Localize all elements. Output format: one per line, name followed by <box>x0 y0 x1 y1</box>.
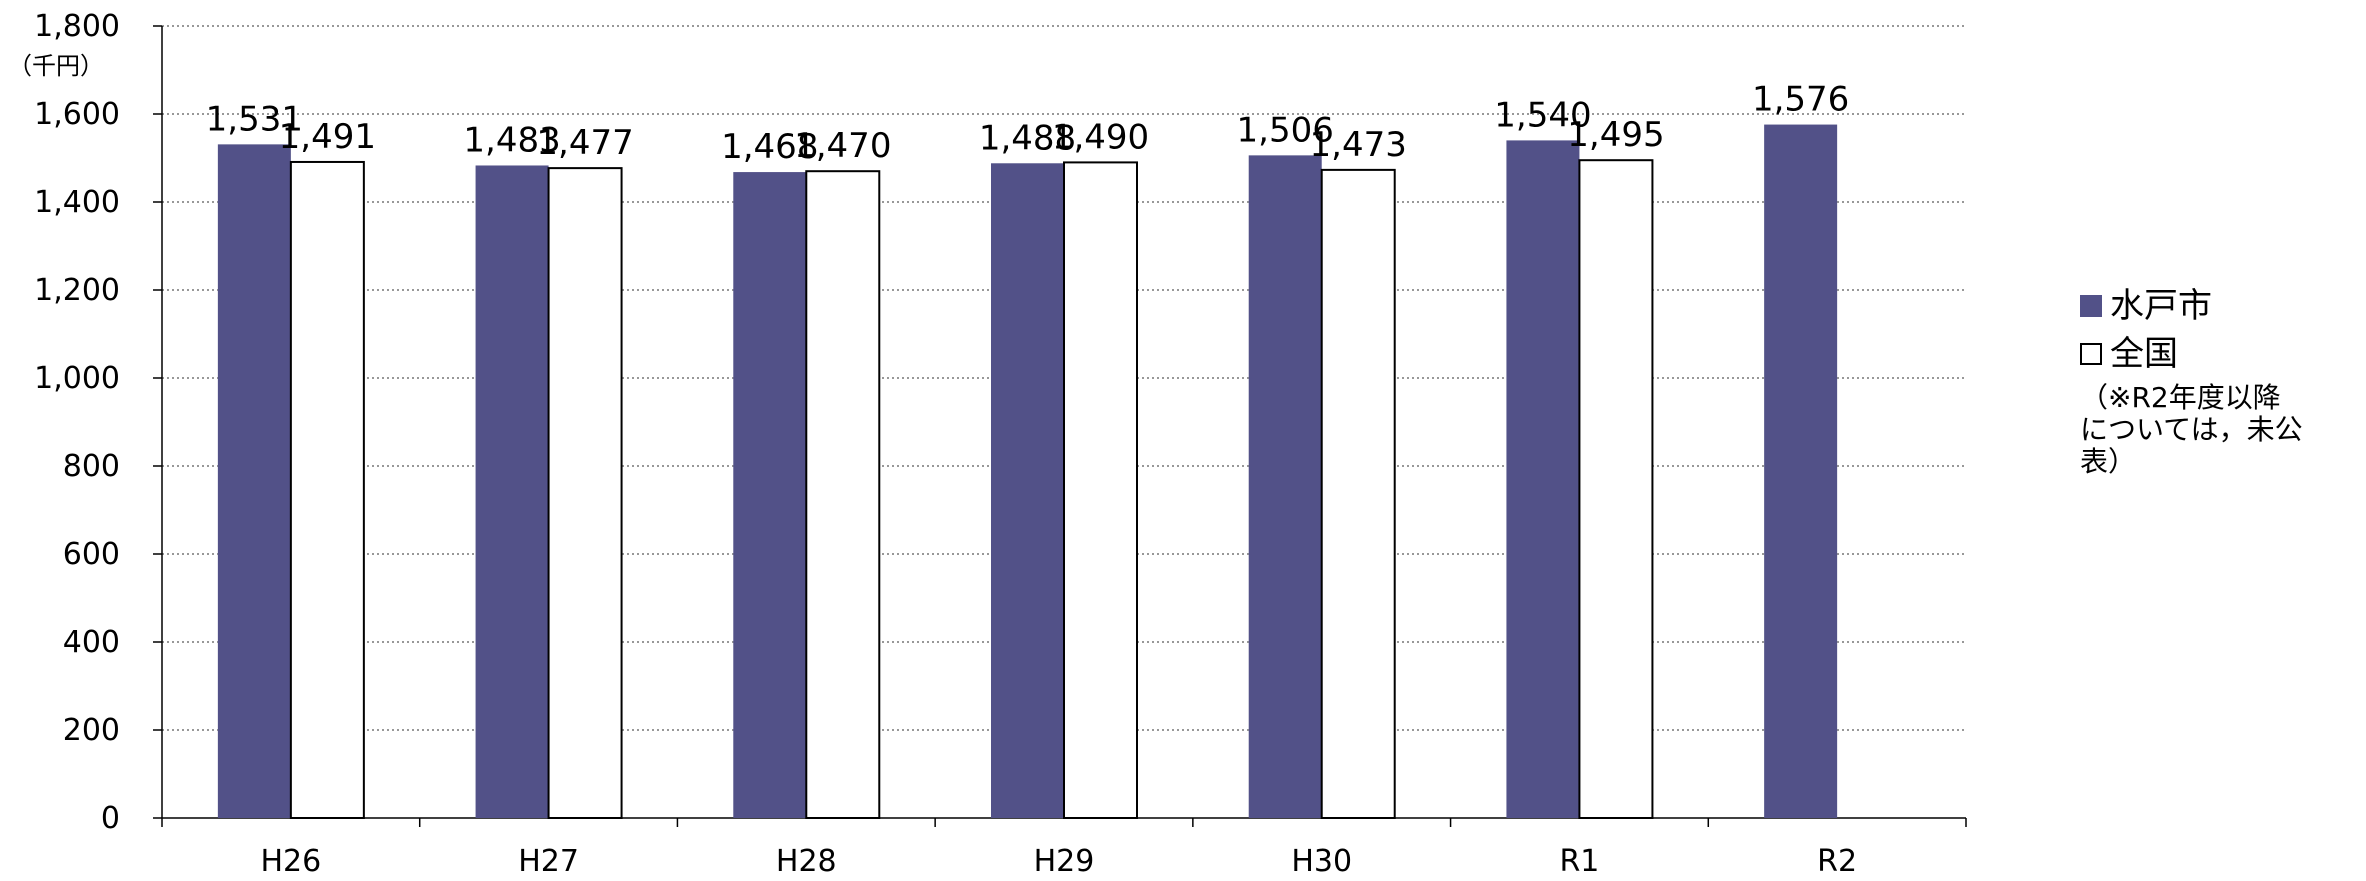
x-tick-label: H28 <box>776 844 837 879</box>
x-tick-label: H29 <box>1034 844 1095 879</box>
legend-swatch-mito <box>2080 295 2102 317</box>
x-tick-label: H30 <box>1291 844 1352 879</box>
y-tick-label: 1,400 <box>34 185 120 220</box>
bar-mito <box>733 172 807 818</box>
y-tick-label: 1,200 <box>34 273 120 308</box>
bar-mito <box>991 163 1064 818</box>
data-label-mito: 1,506 <box>1237 110 1334 150</box>
data-label-mito: 1,576 <box>1752 80 1849 120</box>
legend-label-mito: 水戸市 <box>2110 286 2212 326</box>
legend-swatch-national <box>2080 343 2102 365</box>
data-label-national: 1,470 <box>794 126 891 166</box>
x-tick-label: H26 <box>260 844 321 879</box>
bar-mito <box>475 165 549 819</box>
legend: 水戸市 全国 （※R2年度以降 については，未公 表） <box>2080 282 2360 478</box>
data-label-mito: 1,540 <box>1494 95 1591 135</box>
legend-item-mito: 水戸市 <box>2080 282 2360 330</box>
x-tick-label: R2 <box>1817 844 1857 879</box>
data-label-national: 1,495 <box>1567 115 1664 155</box>
data-label-mito: 1,468 <box>721 127 818 167</box>
legend-note: （※R2年度以降 については，未公 表） <box>2080 381 2303 478</box>
bar-national <box>289 160 365 819</box>
y-tick-label: 1,600 <box>34 97 120 132</box>
legend-item-national: 全国 <box>2080 330 2360 378</box>
y-tick-label: 600 <box>63 537 120 572</box>
bar-national <box>1320 168 1396 819</box>
y-tick-label: 1,000 <box>34 361 120 396</box>
y-tick-label: 0 <box>101 801 120 836</box>
y-axis-unit-label: （千円） <box>8 52 104 80</box>
x-tick-label: R1 <box>1559 844 1599 879</box>
bar-national <box>1578 159 1654 819</box>
bar-mito <box>1506 140 1580 818</box>
data-label-national: 1,490 <box>1052 117 1149 157</box>
bar-mito <box>217 144 291 819</box>
y-tick-label: 800 <box>63 449 120 484</box>
data-label-mito: 1,483 <box>463 120 560 160</box>
legend-label-national: 全国 <box>2110 334 2178 374</box>
data-label-mito: 1,531 <box>206 99 303 139</box>
x-tick-label: H27 <box>518 844 579 879</box>
bar-mito <box>1764 124 1838 818</box>
y-tick-label: 1,800 <box>34 9 120 44</box>
y-tick-label: 200 <box>63 713 120 748</box>
bar-national <box>1063 161 1138 819</box>
data-label-national: 1,491 <box>279 117 376 157</box>
data-label-national: 1,477 <box>536 123 633 163</box>
bar-national <box>805 170 881 819</box>
data-label-mito: 1,488 <box>979 118 1076 158</box>
data-label-national: 1,473 <box>1310 125 1407 165</box>
bar-national <box>547 167 623 819</box>
bar-mito <box>1248 155 1322 819</box>
y-tick-label: 400 <box>63 625 120 660</box>
